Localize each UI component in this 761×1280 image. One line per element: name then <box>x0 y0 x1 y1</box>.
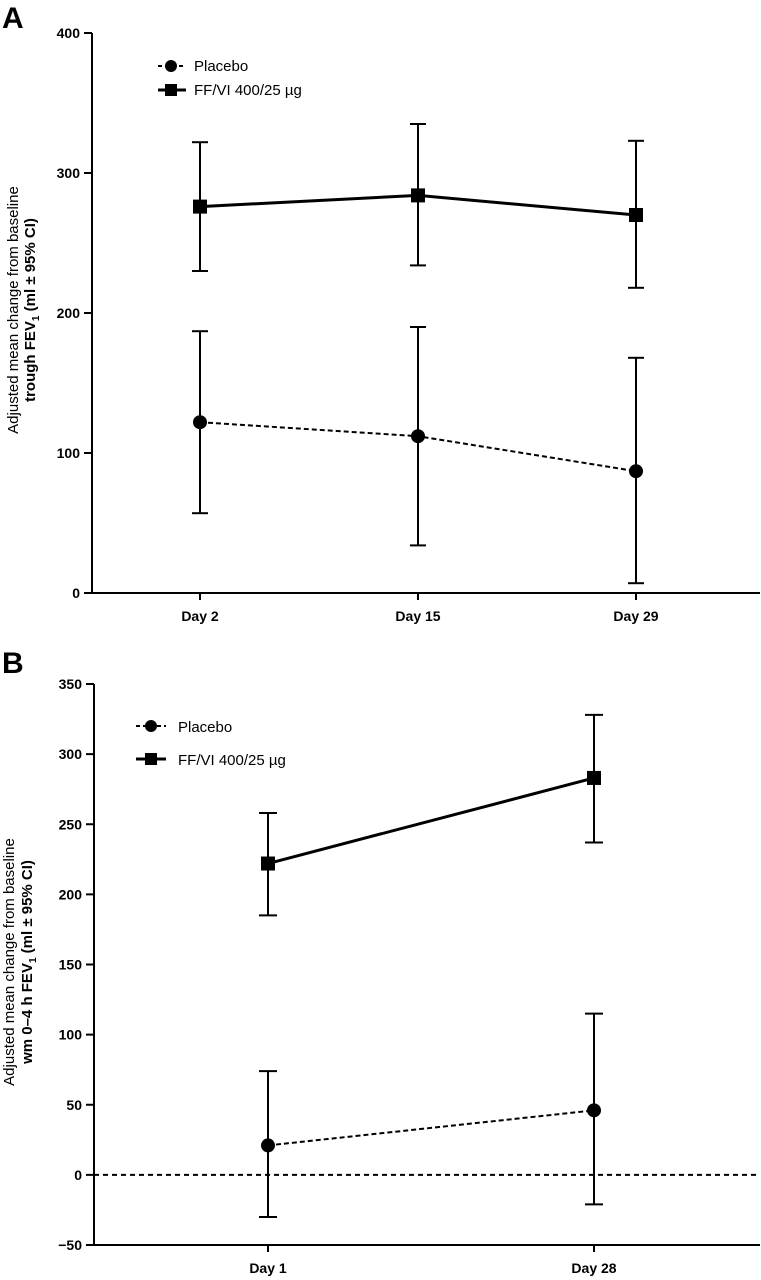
panel-b-x-tick-label: Day 1 <box>249 1260 287 1276</box>
panel-b-ylabel-line1: Adjusted mean change from baseline <box>1 838 18 1086</box>
panel-a-y-tick-label: 100 <box>57 445 81 461</box>
panel-a-ylabel-prefix: trough FEV <box>22 321 39 402</box>
panel-b: B Adjusted mean change from baseline wm … <box>1 647 760 1276</box>
panel-b-y-tick-label: 350 <box>59 676 83 692</box>
legend-placebo-label: Placebo <box>194 58 248 75</box>
panel-b-series-placebo-point <box>261 1138 275 1153</box>
panel-b-series-placebo-line <box>267 1109 595 1147</box>
panel-b-y-tick-label: −50 <box>58 1237 82 1253</box>
panel-b-y-tick-label: 150 <box>59 957 83 973</box>
panel-a-series-placebo-point <box>629 464 643 479</box>
panel-a-letter: A <box>2 2 24 35</box>
legend-b-ffvi-label: FF/VI 400/25 µg <box>178 752 286 769</box>
legend-b-placebo-label: Placebo <box>178 719 232 736</box>
panel-a-ylabel-suffix: (ml ± 95% CI) <box>22 218 39 315</box>
panel-b-series-ffvi-point <box>261 856 275 871</box>
panel-b-series-ffvi-line <box>267 776 595 865</box>
panel-b-ylabel-prefix: wm 0–4 h FEV <box>19 963 36 1065</box>
panel-b-series-placebo-point <box>587 1103 601 1118</box>
panel-b-legend: Placebo FF/VI 400/25 µg <box>136 719 286 769</box>
panel-b-y-tick-label: 200 <box>59 886 83 902</box>
panel-a-series-ffvi-point <box>411 188 425 203</box>
legend-ffvi-marker <box>165 84 177 96</box>
panel-a-y-tick-label: 200 <box>57 305 81 321</box>
panel-b-y-tick-label: 250 <box>59 816 83 832</box>
panel-a-x-tick-label: Day 29 <box>613 608 658 624</box>
panel-a-y-tick-label: 300 <box>57 165 81 181</box>
panel-b-ylabel-sub: 1 <box>28 957 39 963</box>
panel-b-x-tick-label: Day 28 <box>571 1260 616 1276</box>
panel-b-y-tick-label: 0 <box>74 1167 82 1183</box>
panel-a-series-placebo-point <box>193 415 207 430</box>
panel-b-y-tick-label: 50 <box>66 1097 82 1113</box>
panel-b-letter: B <box>2 647 24 680</box>
legend-placebo-marker <box>165 60 177 72</box>
panel-a-ylabel-line1: Adjusted mean change from baseline <box>5 186 22 434</box>
panel-a-series-placebo-point <box>411 429 425 444</box>
panel-b-series-ffvi-point <box>587 770 601 785</box>
legend-b-ffvi-marker <box>145 753 157 765</box>
panel-a-legend: Placebo FF/VI 400/25 µg <box>158 58 302 99</box>
panel-a-y-tick-label: 0 <box>72 585 80 601</box>
panel-b-y-tick-label: 300 <box>59 746 83 762</box>
panel-a-ylabel-line2: trough FEV1 (ml ± 95% CI) <box>22 218 42 402</box>
panel-b-ylabel-line2: wm 0–4 h FEV1 (ml ± 95% CI) <box>19 860 39 1065</box>
panel-a-x-tick-label: Day 2 <box>181 608 219 624</box>
panel-b-ylabel-suffix: (ml ± 95% CI) <box>19 860 36 957</box>
legend-ffvi-label: FF/VI 400/25 µg <box>194 82 302 99</box>
panel-a-x-tick-label: Day 15 <box>395 608 440 624</box>
panel-a-series-ffvi-point <box>629 208 643 222</box>
panel-b-y-tick-label: 100 <box>59 1027 83 1043</box>
panel-a: A Adjusted mean change from baseline tro… <box>2 2 760 624</box>
legend-b-placebo-marker <box>145 720 157 732</box>
panel-a-series-ffvi-point <box>193 199 207 214</box>
panel-a-ylabel-sub: 1 <box>31 315 42 321</box>
panel-a-y-tick-label: 400 <box>57 25 81 41</box>
